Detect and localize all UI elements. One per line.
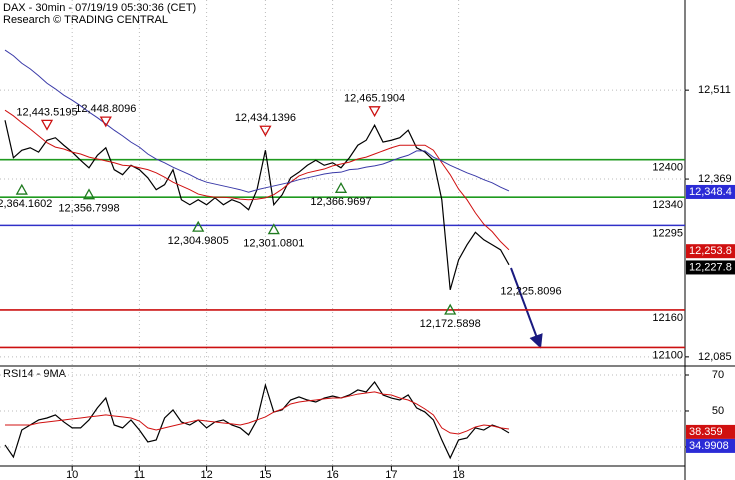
trough-label: 12,172.5898 [420, 318, 481, 330]
x-tick-label: 11 [134, 469, 145, 480]
peak-marker [259, 125, 272, 137]
peak-marker [40, 119, 54, 131]
level-label: 12160 [652, 312, 683, 324]
level-label: 12295 [652, 227, 683, 239]
level-label: 12340 [652, 199, 683, 211]
last-value-box [686, 184, 735, 199]
peak-label: 12,465.1904 [344, 93, 405, 105]
peak-label: 12,434.1396 [235, 112, 296, 124]
last-value-label: 12,253.8 [689, 245, 732, 257]
x-tick-label: 17 [385, 469, 397, 480]
last-value-label: 12,227.8 [689, 261, 732, 273]
trough-marker [267, 223, 280, 235]
peak-label: 12,443.5195 [16, 106, 77, 118]
y-tick-label: 12,369 [698, 173, 732, 185]
last-value-label: 34.9908 [689, 440, 729, 452]
x-tick-label: 10 [66, 469, 78, 480]
trough-marker [15, 183, 28, 195]
level-label: 12100 [652, 349, 683, 361]
trough-label: 12,301.0801 [243, 237, 304, 249]
y-tick-label: 12,085 [698, 351, 732, 363]
y-tick-label: 12,511 [698, 84, 731, 96]
level-label: 12400 [652, 162, 683, 174]
chart-title: DAX - 30min - 07/19/19 05:30:36 (CET) [3, 2, 196, 14]
peak-marker [368, 106, 381, 118]
last-value-box [686, 260, 735, 275]
x-tick-label: 15 [259, 469, 271, 480]
chart-subtitle: Research © TRADING CENTRAL [3, 14, 168, 26]
x-tick-label: 12 [200, 469, 212, 480]
x-tick-label: 18 [452, 469, 464, 480]
trough-label: 12,364.1602 [0, 198, 52, 210]
series-line [4, 49, 510, 193]
trough-label: 12,366.9697 [310, 196, 371, 208]
last-value-label: 12,348.4 [689, 186, 732, 198]
forecast-arrow [510, 267, 543, 349]
last-value-label: 38.359 [689, 426, 723, 438]
peak-marker [99, 116, 112, 128]
trough-marker [444, 303, 457, 315]
last-value-box [686, 244, 735, 259]
last-value-box [686, 438, 735, 453]
y-tick-label: 70 [712, 369, 724, 381]
trough-marker [334, 181, 348, 193]
series-line [4, 109, 510, 251]
series-line [5, 391, 510, 435]
panel-title: RSI14 - 9MA [3, 368, 67, 380]
trough-label: 12,356.7998 [58, 203, 119, 215]
target-label: 12,225.8096 [500, 286, 561, 298]
x-tick-label: 16 [326, 469, 338, 480]
peak-label: 12,448.8096 [75, 103, 136, 115]
trough-marker [82, 188, 96, 200]
last-value-box [686, 424, 735, 439]
trough-label: 12,304.9805 [168, 235, 229, 247]
trough-marker [192, 220, 205, 232]
y-tick-label: 50 [712, 405, 724, 417]
